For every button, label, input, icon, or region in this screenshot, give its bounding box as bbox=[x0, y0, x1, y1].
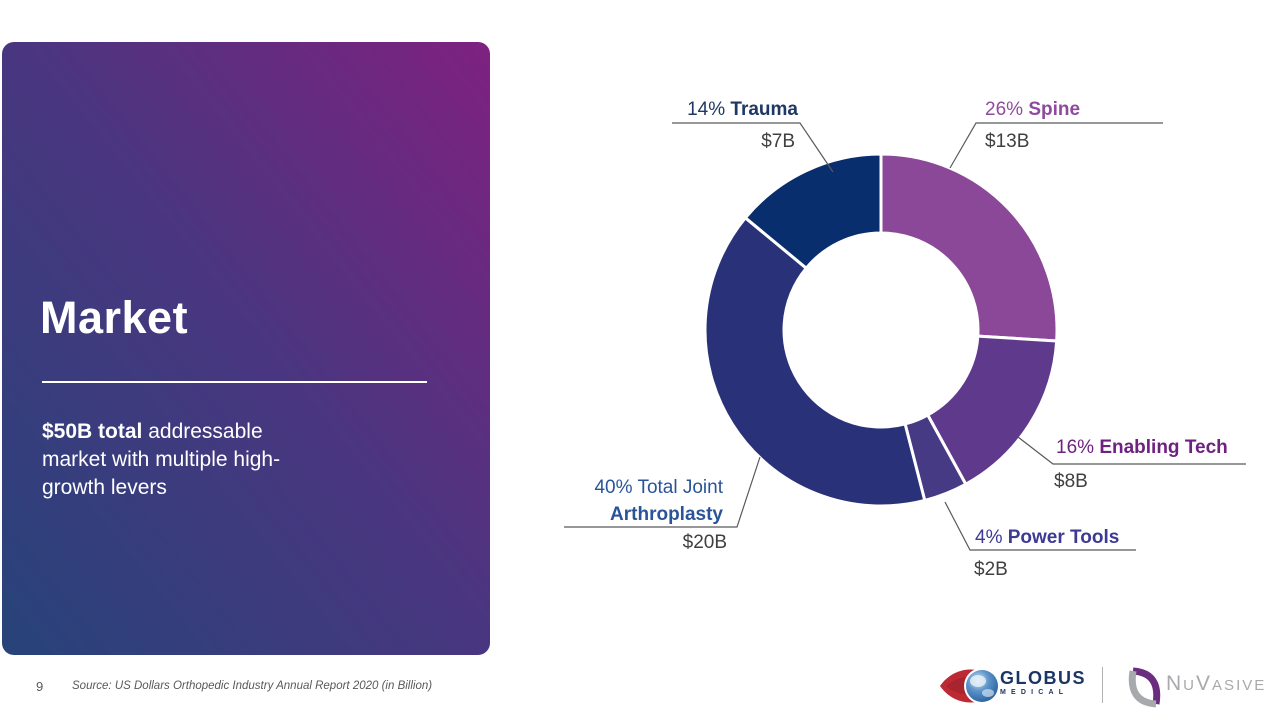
leader-line-enabling-tech bbox=[1017, 436, 1246, 465]
label-enabling-tech: 16% Enabling Tech bbox=[1056, 437, 1228, 459]
logo-divider bbox=[1102, 667, 1103, 703]
value-spine: $13B bbox=[985, 131, 1030, 152]
source-note: Source: US Dollars Orthopedic Industry A… bbox=[72, 680, 433, 692]
label-power-tools-pct: 4% bbox=[975, 527, 1003, 548]
donut-slice-spine bbox=[879, 152, 1059, 343]
label-power-tools-name: Power Tools bbox=[1007, 527, 1120, 548]
page-title: Market bbox=[40, 292, 189, 343]
nuvasive-letter: S bbox=[1224, 677, 1237, 694]
label-total-joint-line2: Arthroplasty bbox=[610, 504, 723, 525]
donut-slice-enabling-tech bbox=[926, 334, 1059, 486]
value-power-tools: $2B bbox=[974, 559, 1008, 580]
label-trauma: 14% Trauma bbox=[598, 99, 798, 121]
nuvasive-letter: A bbox=[1212, 677, 1225, 694]
nuvasive-letter: E bbox=[1254, 677, 1267, 694]
globus-logo-text: GLOBUS MEDICAL bbox=[1000, 668, 1086, 698]
label-trauma-name: Trauma bbox=[730, 99, 798, 120]
label-enabling-tech-name: Enabling Tech bbox=[1099, 437, 1228, 458]
globus-sub: MEDICAL bbox=[1000, 689, 1069, 696]
label-spine-pct: 26% bbox=[985, 99, 1024, 120]
globe-continent bbox=[970, 675, 986, 687]
value-total-joint: $20B bbox=[682, 532, 727, 553]
donut-slice-trauma bbox=[743, 152, 883, 270]
label-spine-name: Spine bbox=[1028, 99, 1081, 120]
subtitle-rest-text: addressable market with multiple high-gr… bbox=[42, 420, 281, 499]
label-total-joint-line1: 40% Total Joint bbox=[594, 477, 723, 498]
donut-slices bbox=[703, 152, 1059, 508]
globus-name: GLOBUS bbox=[1000, 668, 1087, 688]
page-number: 9 bbox=[36, 679, 44, 694]
value-trauma: $7B bbox=[761, 131, 795, 152]
globe-continent-2 bbox=[982, 689, 994, 697]
label-power-tools: 4% Power Tools bbox=[975, 527, 1119, 549]
leader-line-total-joint bbox=[564, 456, 761, 528]
leader-line-spine bbox=[949, 122, 1163, 169]
label-spine: 26% Spine bbox=[985, 99, 1080, 121]
value-enabling-tech: $8B bbox=[1054, 471, 1088, 492]
globus-medical-logo-icon bbox=[940, 668, 1000, 704]
label-trauma-pct: 14% bbox=[687, 99, 726, 120]
nuvasive-letter: N bbox=[1166, 672, 1184, 695]
nuvasive-letter: V bbox=[1242, 677, 1255, 694]
subtitle-bold-text: $50B total bbox=[42, 420, 143, 443]
slide-subtitle: $50B total addressable market with multi… bbox=[42, 418, 322, 502]
title-underline bbox=[42, 381, 427, 383]
leader-line-power-tools bbox=[944, 501, 1136, 551]
nuvasive-letter: I bbox=[1236, 677, 1243, 694]
title-panel: Market $50B total addressable market wit… bbox=[2, 42, 490, 655]
nuvasive-logo-text: NUVASIVE bbox=[1166, 672, 1266, 696]
nuvasive-letter: U bbox=[1183, 677, 1197, 694]
leader-line-trauma bbox=[672, 122, 834, 173]
donut-slice-total-joint-arthroplasty bbox=[703, 216, 927, 508]
nuvasive-letter: V bbox=[1196, 672, 1213, 695]
nuvasive-leaf-gray-arc bbox=[1128, 670, 1157, 708]
label-total-joint: 40% Total Joint Arthroplasty bbox=[500, 474, 723, 528]
nuvasive-leaf-icon bbox=[1128, 667, 1161, 708]
label-enabling-tech-pct: 16% bbox=[1056, 437, 1095, 458]
nuvasive-leaf-purple-arc bbox=[1132, 667, 1161, 705]
